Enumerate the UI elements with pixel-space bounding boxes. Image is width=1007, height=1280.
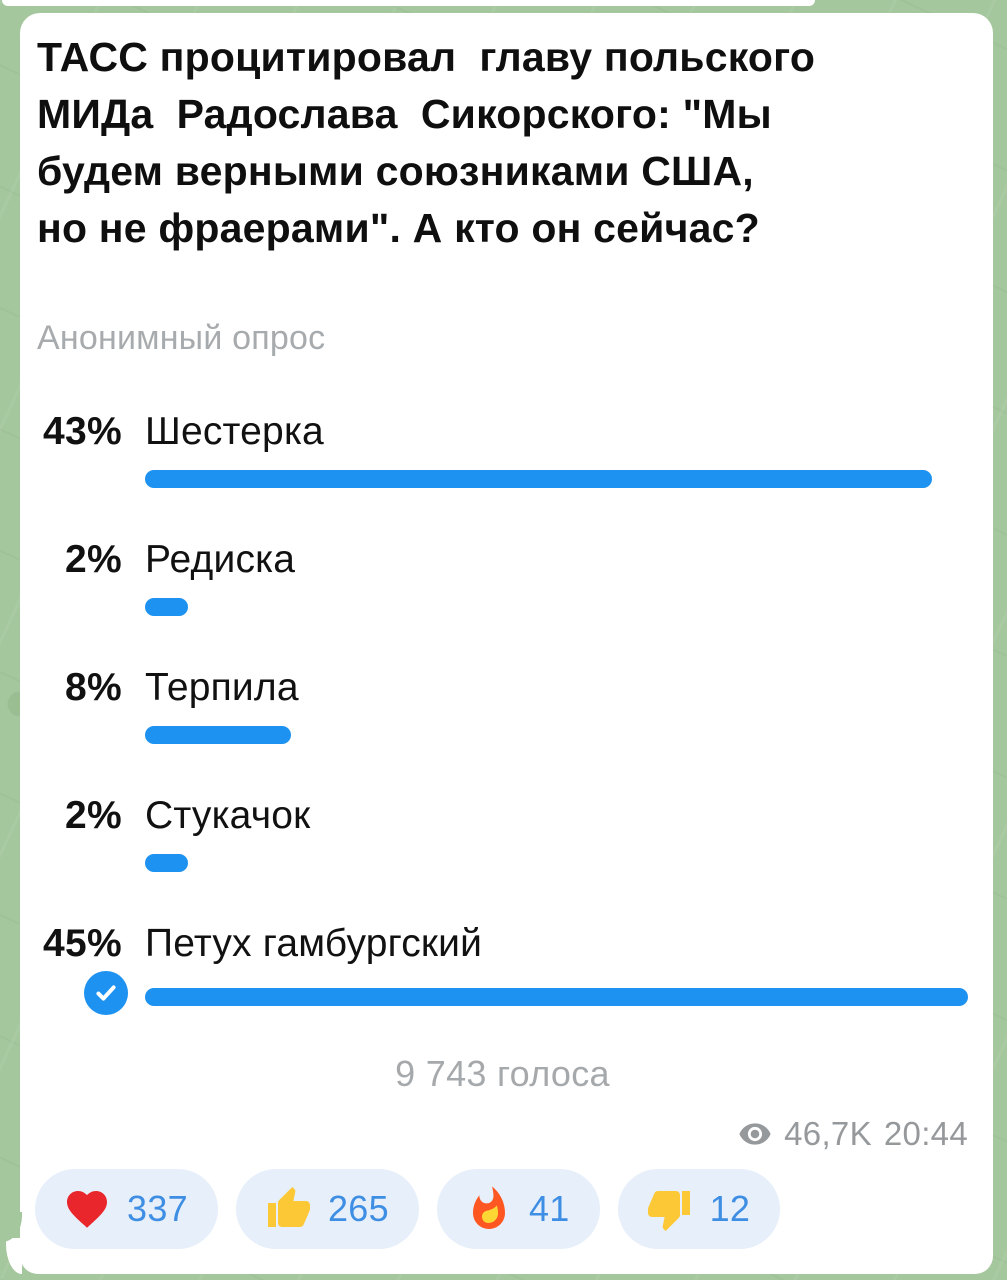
poll-options: 43% Шестерка 2% Редиска — [37, 410, 968, 1015]
previous-message-bubble-edge — [2, 0, 815, 6]
reaction-button[interactable]: 265 — [235, 1169, 419, 1249]
result-bar — [145, 726, 292, 744]
views-eye-icon — [739, 1123, 771, 1145]
fire-icon — [465, 1185, 513, 1233]
result-bar-track — [145, 979, 968, 1006]
poll-option[interactable]: 8% Терпила — [37, 666, 968, 747]
message-meta: 46,7K 20:44 — [37, 1115, 968, 1153]
reaction-button[interactable]: 12 — [617, 1169, 781, 1249]
option-percent: 8% — [65, 666, 122, 709]
result-bar — [145, 470, 932, 488]
option-label: Терпила — [145, 666, 299, 709]
option-percent: 2% — [65, 538, 122, 581]
message-time: 20:44 — [883, 1115, 968, 1152]
thumbs-up-icon — [264, 1185, 312, 1233]
result-bar — [145, 598, 188, 616]
option-label: Редиска — [145, 538, 296, 581]
result-bar-track — [145, 467, 968, 491]
reaction-count: 12 — [709, 1188, 751, 1229]
message-bubble: ТАСС процитировал главу польского МИДа Р… — [2, 13, 993, 1274]
option-label: Петух гамбургский — [145, 922, 483, 965]
thumbs-down-icon — [646, 1185, 694, 1233]
result-bar-track — [145, 723, 968, 747]
poll-option[interactable]: 2% Стукачок — [37, 794, 968, 875]
reaction-button[interactable]: 337 — [35, 1169, 218, 1249]
reaction-button[interactable]: 41 — [436, 1169, 600, 1249]
heart-icon — [63, 1185, 111, 1233]
poll-option[interactable]: 45% Петух гамбургский — [37, 922, 968, 1015]
option-label: Шестерка — [145, 410, 324, 453]
voted-check-icon — [84, 971, 128, 1015]
option-label: Стукачок — [145, 794, 311, 837]
poll-question: ТАСС процитировал главу польского МИДа Р… — [37, 34, 816, 251]
option-percent: 45% — [43, 922, 122, 965]
option-percent: 43% — [43, 410, 122, 453]
votes-total: 9 743 голоса — [395, 1053, 610, 1094]
poll-option[interactable]: 2% Редиска — [37, 538, 968, 619]
result-bar — [145, 988, 968, 1006]
reaction-count: 41 — [528, 1188, 570, 1229]
result-bar-track — [145, 595, 968, 619]
result-bar-track — [145, 851, 968, 875]
views-count: 46,7K — [784, 1115, 872, 1152]
reactions-row: 337 265 41 12 — [35, 1169, 968, 1249]
reaction-count: 265 — [327, 1188, 389, 1229]
poll-type-label: Анонимный опрос — [37, 319, 326, 357]
poll-option[interactable]: 43% Шестерка — [37, 410, 968, 491]
result-bar — [145, 854, 188, 872]
reaction-count: 337 — [127, 1188, 188, 1229]
option-percent: 2% — [65, 794, 122, 837]
